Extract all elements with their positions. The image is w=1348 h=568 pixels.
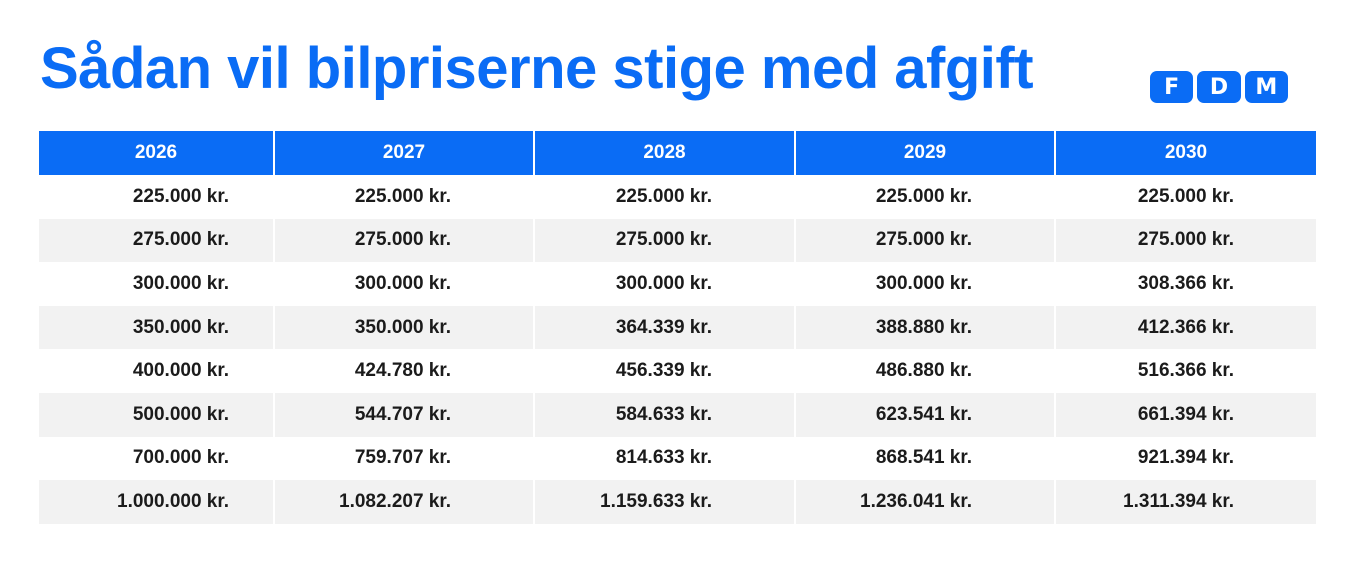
table-cell: 1.236.041 kr. bbox=[794, 480, 1055, 524]
table-row: 1.000.000 kr. 1.082.207 kr. 1.159.633 kr. 1… bbox=[39, 480, 1316, 524]
table-cell: 275.000 kr. bbox=[794, 218, 1055, 263]
table-row: 400.000 kr. 424.780 kr. 456.339 kr. 486.880… bbox=[39, 349, 1316, 393]
table-cell: 350.000 kr. bbox=[39, 305, 274, 350]
column-header-2029: 2029 bbox=[794, 131, 1055, 175]
table-cell: 1.082.207 kr. bbox=[273, 480, 534, 524]
table-cell: 921.394 kr. bbox=[1054, 436, 1316, 481]
logo-letter: D bbox=[1197, 71, 1241, 103]
table-cell: 300.000 kr. bbox=[273, 262, 534, 306]
table-row: 300.000 kr. 300.000 kr. 300.000 kr. 300.000… bbox=[39, 262, 1316, 306]
table-cell: 308.366 kr. bbox=[1054, 262, 1316, 306]
table-cell: 814.633 kr. bbox=[533, 436, 795, 481]
column-header-2028: 2028 bbox=[533, 131, 795, 175]
logo-letter: M bbox=[1244, 71, 1288, 103]
table-cell: 424.780 kr. bbox=[273, 349, 534, 393]
table-cell: 868.541 kr. bbox=[794, 436, 1055, 481]
table-cell: 500.000 kr. bbox=[39, 392, 274, 437]
table-cell: 1.000.000 kr. bbox=[39, 480, 274, 524]
table-cell: 456.339 kr. bbox=[533, 349, 795, 393]
table-cell: 516.366 kr. bbox=[1054, 349, 1316, 393]
column-header-2026: 2026 bbox=[39, 131, 274, 175]
table-cell: 544.707 kr. bbox=[273, 392, 534, 437]
table-cell: 300.000 kr. bbox=[533, 262, 795, 306]
table-cell: 225.000 kr. bbox=[794, 175, 1055, 219]
table-cell: 1.159.633 kr. bbox=[533, 480, 795, 524]
price-table: 2026 2027 2028 2029 2030 225.000 kr. 225.000 … bbox=[39, 131, 1316, 524]
table-cell: 275.000 kr. bbox=[1054, 218, 1316, 263]
table-cell: 412.366 kr. bbox=[1054, 305, 1316, 350]
table-cell: 225.000 kr. bbox=[39, 175, 274, 219]
table-cell: 225.000 kr. bbox=[1054, 175, 1316, 219]
table-cell: 275.000 kr. bbox=[39, 218, 274, 263]
table-cell: 300.000 kr. bbox=[39, 262, 274, 306]
table-cell: 584.633 kr. bbox=[533, 392, 795, 437]
table-cell: 700.000 kr. bbox=[39, 436, 274, 481]
table-cell: 275.000 kr. bbox=[533, 218, 795, 263]
table-cell: 623.541 kr. bbox=[794, 392, 1055, 437]
table-cell: 225.000 kr. bbox=[533, 175, 795, 219]
table-cell: 486.880 kr. bbox=[794, 349, 1055, 393]
table-row: 275.000 kr. 275.000 kr. 275.000 kr. 275.000… bbox=[39, 218, 1316, 263]
table-cell: 1.311.394 kr. bbox=[1054, 480, 1316, 524]
table-row: 700.000 kr. 759.707 kr. 814.633 kr. 868.541… bbox=[39, 436, 1316, 481]
table-cell: 364.339 kr. bbox=[533, 305, 795, 350]
column-header-2030: 2030 bbox=[1054, 131, 1316, 175]
table-cell: 759.707 kr. bbox=[273, 436, 534, 481]
table-row: 350.000 kr. 350.000 kr. 364.339 kr. 388.880… bbox=[39, 305, 1316, 350]
column-header-2027: 2027 bbox=[273, 131, 534, 175]
logo-letter: F bbox=[1150, 71, 1194, 103]
table-cell: 300.000 kr. bbox=[794, 262, 1055, 306]
page-title: Sådan vil bilpriserne stige med afgift bbox=[40, 36, 1034, 101]
table-cell: 225.000 kr. bbox=[273, 175, 534, 219]
table-header-row: 2026 2027 2028 2029 2030 bbox=[39, 131, 1316, 175]
table-row: 500.000 kr. 544.707 kr. 584.633 kr. 623.541… bbox=[39, 392, 1316, 437]
table-cell: 400.000 kr. bbox=[39, 349, 274, 393]
table-cell: 661.394 kr. bbox=[1054, 392, 1316, 437]
table-cell: 275.000 kr. bbox=[273, 218, 534, 263]
table-cell: 350.000 kr. bbox=[273, 305, 534, 350]
table-cell: 388.880 kr. bbox=[794, 305, 1055, 350]
table-row: 225.000 kr. 225.000 kr. 225.000 kr. 225.000… bbox=[39, 175, 1316, 219]
